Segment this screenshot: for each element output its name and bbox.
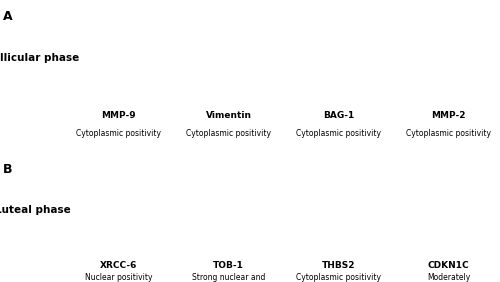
Text: THBS2: THBS2: [322, 261, 356, 270]
Text: MMP-9: MMP-9: [102, 111, 136, 120]
Text: MMP-2: MMP-2: [432, 111, 466, 120]
Text: Cytoplasmic positivity: Cytoplasmic positivity: [406, 129, 491, 138]
Text: Strong nuclear and
cytoplasmic positivity: Strong nuclear and cytoplasmic positivit…: [187, 273, 270, 282]
Text: BAG-1: BAG-1: [323, 111, 354, 120]
Text: Cytoplasmic positivity: Cytoplasmic positivity: [296, 273, 382, 282]
Text: Vimentin: Vimentin: [206, 111, 252, 120]
Text: A: A: [4, 10, 13, 23]
Text: Cytoplasmic positivity: Cytoplasmic positivity: [296, 129, 382, 138]
Text: Cytoplasmic positivity: Cytoplasmic positivity: [186, 129, 271, 138]
Text: XRCC-6: XRCC-6: [100, 261, 138, 270]
Text: Nuclear positivity: Nuclear positivity: [85, 273, 152, 282]
Text: CDKN1C: CDKN1C: [428, 261, 470, 270]
Text: Luteal phase: Luteal phase: [0, 205, 70, 215]
Text: B: B: [4, 163, 13, 176]
Text: Cytoplasmic positivity: Cytoplasmic positivity: [76, 129, 161, 138]
Text: Moderately
cytoplasmic and rarely
nuclear positivity: Moderately cytoplasmic and rarely nuclea…: [405, 273, 492, 282]
Text: TOB-1: TOB-1: [214, 261, 244, 270]
Text: Follicular phase: Follicular phase: [0, 53, 79, 63]
